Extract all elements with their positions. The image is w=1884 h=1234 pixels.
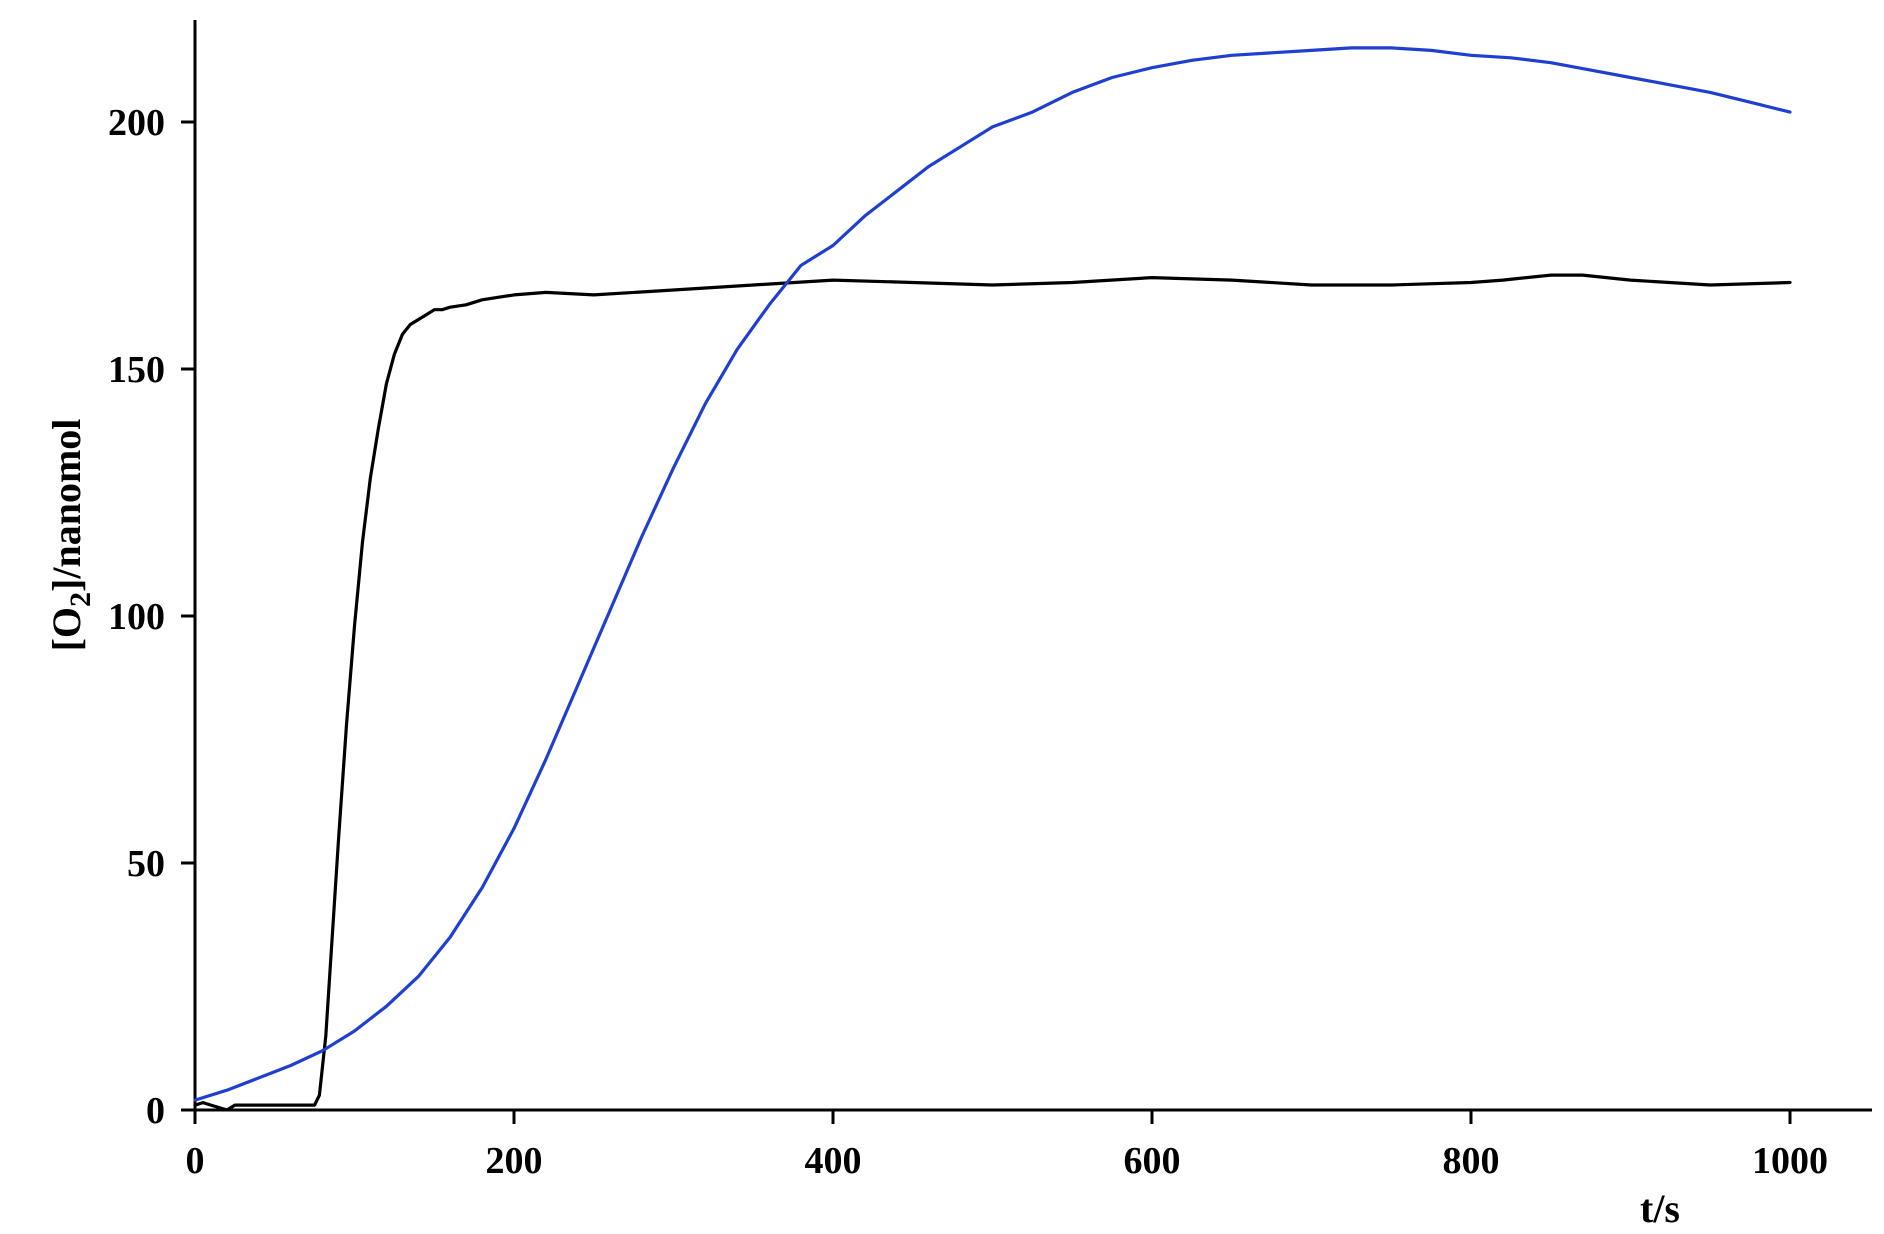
y-axis-title-prefix: [O	[44, 607, 89, 651]
y-tick-label: 100	[108, 596, 165, 638]
series-line-blue	[193, 46, 1792, 1102]
ticks: 0 200 400 600 800 1000 0 50 100 150 200	[108, 102, 1828, 1182]
series-lines	[193, 46, 1792, 1112]
y-axis-title-suffix: ]/nanomol	[44, 419, 89, 592]
x-tick-label: 200	[486, 1140, 543, 1182]
axes	[193, 20, 1872, 1112]
x-axis-title: t/s	[1640, 1186, 1680, 1231]
y-tick-label: 200	[108, 102, 165, 144]
x-tick-label: 600	[1124, 1140, 1181, 1182]
x-tick-label: 400	[805, 1140, 862, 1182]
y-axis-title: [O2]/nanomol	[44, 419, 97, 652]
x-tick-label: 800	[1443, 1140, 1500, 1182]
series-line-black	[193, 273, 1792, 1112]
x-tick-label: 1000	[1752, 1140, 1828, 1182]
y-tick-label: 50	[127, 843, 165, 885]
y-axis-title-subscript: 2	[64, 592, 97, 607]
y-tick-label: 0	[146, 1090, 165, 1132]
y-tick-label: 150	[108, 349, 165, 391]
x-tick-label: 0	[186, 1140, 205, 1182]
